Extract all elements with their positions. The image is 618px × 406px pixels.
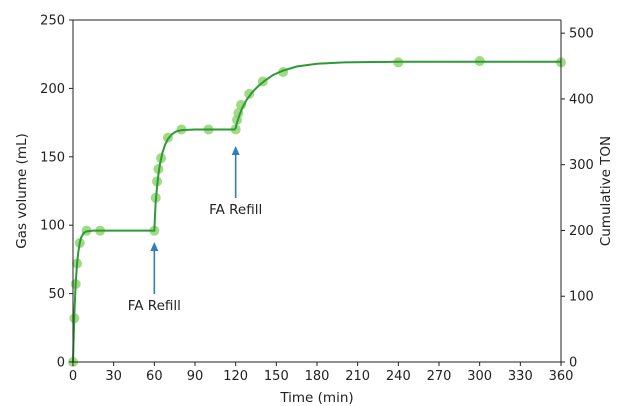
x-tick-label: 210 <box>345 369 370 384</box>
y-tick-label: 200 <box>40 82 65 97</box>
x-axis-title: Time (min) <box>279 390 353 406</box>
x-tick-label: 300 <box>467 369 492 384</box>
x-tick-label: 240 <box>386 369 411 384</box>
y2-tick-label: 400 <box>569 92 594 107</box>
y-axis-title: Gas volume (mL) <box>14 133 30 249</box>
x-tick-label: 30 <box>105 369 122 384</box>
refill-label: FA Refill <box>209 202 262 218</box>
x-tick-label: 0 <box>69 369 77 384</box>
annotations: FA Refill FA Refill <box>128 146 262 314</box>
y2-tick-label: 0 <box>569 356 577 371</box>
x-tick-label: 90 <box>187 369 204 384</box>
y2-tick-label: 200 <box>569 224 594 239</box>
y-tick-label: 0 <box>57 356 65 371</box>
refill-arrow-head <box>150 242 159 251</box>
chart-marks <box>68 56 566 367</box>
x-tick-label: 60 <box>146 369 163 384</box>
y2-tick-label: 100 <box>569 290 594 305</box>
x-tick-label: 150 <box>264 369 289 384</box>
y-tick-label: 150 <box>40 150 65 165</box>
y-tick-label: 100 <box>40 219 65 234</box>
refill-arrow-head <box>231 146 240 155</box>
y-tick-label: 50 <box>48 287 65 302</box>
x-tick-label: 360 <box>549 369 574 384</box>
y2-tick-label: 500 <box>569 27 594 42</box>
y2-axis-title: Cumulative TON <box>598 136 614 246</box>
x-tick-label: 270 <box>427 369 452 384</box>
axis-ticks: 0 30 60 90 120 150 180 210 240 270 300 330 360050100… <box>40 14 594 385</box>
x-tick-label: 330 <box>508 369 533 384</box>
x-tick-label: 120 <box>223 369 248 384</box>
y-tick-label: 250 <box>40 14 65 29</box>
x-tick-label: 180 <box>305 369 330 384</box>
fit-line <box>72 60 561 363</box>
refill-label: FA Refill <box>128 298 181 314</box>
y2-tick-label: 300 <box>569 158 594 173</box>
